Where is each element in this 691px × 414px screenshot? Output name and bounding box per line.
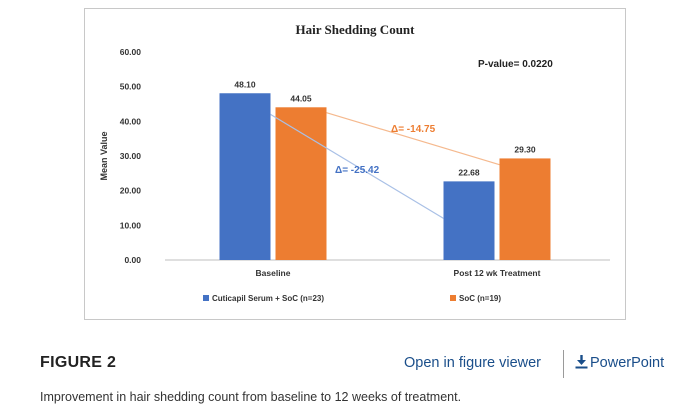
delta-annotation-soc: Δ= -14.75 bbox=[391, 124, 436, 135]
y-tick-label: 20.00 bbox=[120, 186, 142, 196]
y-tick-label: 10.00 bbox=[120, 220, 142, 230]
y-tick-label: 0.00 bbox=[124, 255, 141, 265]
legend-swatch bbox=[203, 295, 209, 301]
p-value-annotation: P-value= 0.0220 bbox=[478, 59, 553, 70]
y-tick-label: 40.00 bbox=[120, 116, 142, 126]
bar-cuticapil-1 bbox=[443, 181, 495, 260]
chart: Hair Shedding Count 0.00 10.00 20.00 30.00 40… bbox=[99, 22, 610, 303]
divider bbox=[563, 350, 564, 378]
data-label: 22.68 bbox=[458, 167, 480, 177]
bar-soc-0 bbox=[275, 107, 327, 260]
powerpoint-label: PowerPoint bbox=[590, 355, 665, 371]
delta-annotation-cuticapil: Δ= -25.42 bbox=[335, 165, 380, 176]
figure-frame: Hair Shedding Count 0.00 10.00 20.00 30.00 40… bbox=[84, 8, 626, 320]
data-label: 44.05 bbox=[290, 93, 312, 103]
figure-caption: Improvement in hair shedding count from … bbox=[40, 390, 462, 404]
trend-line-soc bbox=[326, 112, 500, 166]
download-icon bbox=[575, 355, 588, 369]
legend-entry: Cuticapil Serum + SoC (n=23) bbox=[212, 294, 324, 303]
data-label: 29.30 bbox=[514, 144, 536, 154]
figure-label: FIGURE 2 bbox=[40, 354, 117, 371]
figure-footer: FIGURE 2 Open in figure viewer PowerPoin… bbox=[0, 350, 691, 378]
y-tick-label: 50.00 bbox=[120, 82, 142, 92]
y-axis-label: Mean Value bbox=[99, 131, 109, 180]
bar-soc-1 bbox=[499, 158, 551, 260]
legend-entry: SoC (n=19) bbox=[459, 294, 501, 303]
legend-swatch bbox=[450, 295, 456, 301]
trend-line-cuticapil bbox=[270, 113, 444, 219]
y-tick-label: 30.00 bbox=[120, 151, 142, 161]
powerpoint-link[interactable]: PowerPoint bbox=[575, 355, 664, 371]
data-label: 48.10 bbox=[234, 79, 256, 89]
y-tick-label: 60.00 bbox=[120, 47, 142, 57]
bar-cuticapil-0 bbox=[219, 93, 271, 261]
x-category-label: Baseline bbox=[256, 268, 291, 278]
open-figure-viewer-link[interactable]: Open in figure viewer bbox=[404, 355, 542, 371]
x-category-label: Post 12 wk Treatment bbox=[454, 268, 541, 278]
chart-title: Hair Shedding Count bbox=[296, 22, 416, 37]
